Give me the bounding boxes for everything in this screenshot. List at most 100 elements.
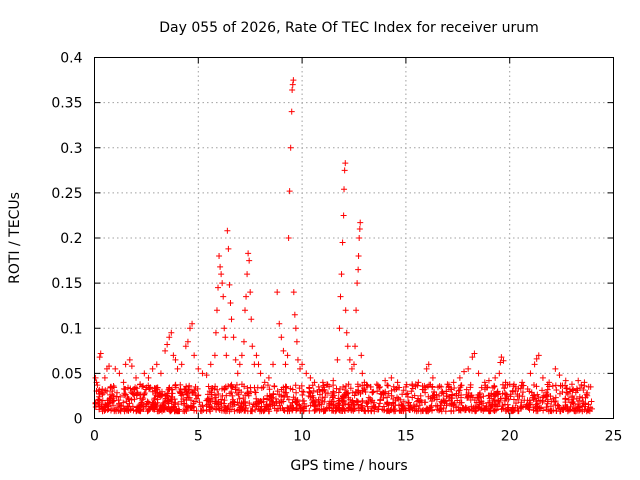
data-point [255, 361, 262, 368]
data-point [128, 363, 135, 370]
chart-title: Day 055 of 2026, Rate Of TEC Index for r… [159, 20, 539, 36]
data-point [356, 235, 363, 241]
data-point [218, 271, 225, 278]
data-point [199, 370, 206, 377]
data-point [280, 347, 287, 354]
data-point [207, 361, 214, 368]
data-point [246, 257, 253, 264]
data-point [382, 377, 389, 384]
data-point [96, 354, 103, 361]
data-point [425, 361, 432, 368]
data-point [500, 357, 507, 364]
y-tick-label: 0 [74, 412, 83, 428]
data-point [178, 361, 185, 368]
data-point [247, 289, 254, 296]
y-tick-label: 0.35 [51, 96, 82, 112]
data-point [265, 374, 272, 381]
data-point [465, 365, 472, 372]
data-point [153, 361, 160, 368]
data-point [492, 374, 499, 381]
data-point [324, 381, 331, 388]
data-point [291, 311, 298, 318]
data-point [562, 377, 569, 384]
data-point [498, 354, 505, 361]
data-point [120, 379, 127, 386]
data-point [221, 325, 228, 332]
data-point [195, 365, 202, 372]
data-point [359, 370, 366, 377]
data-point [145, 374, 152, 381]
data-point [168, 329, 175, 336]
y-tick-label: 0.4 [60, 51, 82, 67]
data-point [546, 379, 553, 386]
data-point [289, 86, 296, 93]
data-point [535, 352, 542, 359]
data-point [497, 359, 504, 366]
data-point [402, 383, 409, 390]
data-point [556, 372, 563, 379]
data-point [338, 271, 345, 278]
data-point [351, 361, 357, 368]
data-point [174, 365, 181, 372]
data-point [217, 263, 224, 270]
data-point [289, 81, 296, 88]
data-point [355, 253, 362, 260]
data-point [227, 299, 234, 306]
data-point [189, 320, 196, 327]
data-point [170, 352, 177, 359]
data-point [106, 363, 113, 370]
data-point [299, 361, 306, 368]
data-point [552, 365, 559, 372]
data-point [225, 245, 232, 252]
data-point [527, 370, 534, 377]
data-point [230, 334, 237, 341]
data-point [340, 212, 347, 219]
data-point [581, 379, 588, 386]
data-point [248, 316, 255, 323]
data-point [223, 352, 230, 359]
data-point [342, 160, 349, 167]
data-point [341, 186, 348, 193]
data-point [172, 356, 179, 363]
data-point [287, 144, 294, 151]
data-point [213, 307, 220, 314]
data-point [203, 372, 210, 379]
data-point [319, 379, 326, 386]
data-point [539, 374, 546, 381]
data-point [533, 355, 540, 362]
y-tick-label: 0.2 [60, 231, 82, 247]
data-point [149, 365, 156, 372]
data-point [220, 293, 227, 300]
data-point [356, 225, 363, 232]
data-point [475, 370, 482, 377]
data-point [297, 365, 304, 372]
y-tick-label: 0.15 [51, 276, 82, 292]
data-point [348, 365, 355, 372]
data-point [101, 374, 108, 381]
x-tick-label: 0 [90, 429, 99, 445]
data-point [496, 370, 503, 377]
data-point [307, 374, 314, 381]
data-point [352, 343, 359, 350]
data-point [568, 381, 575, 388]
data-point [238, 352, 245, 359]
data-points [92, 77, 595, 415]
x-tick-label: 15 [397, 429, 415, 445]
data-point [236, 361, 243, 368]
data-point [337, 293, 344, 300]
data-point [112, 365, 119, 372]
data-point [290, 289, 297, 296]
data-point [274, 289, 281, 296]
data-point [394, 379, 401, 386]
data-point [97, 350, 104, 357]
data-point [373, 381, 380, 388]
data-point [137, 381, 144, 388]
data-point [290, 77, 297, 84]
data-point [182, 343, 189, 350]
data-point [164, 341, 171, 348]
data-point [293, 338, 300, 345]
data-point [92, 374, 99, 381]
data-point [166, 334, 173, 341]
data-point [342, 307, 349, 314]
